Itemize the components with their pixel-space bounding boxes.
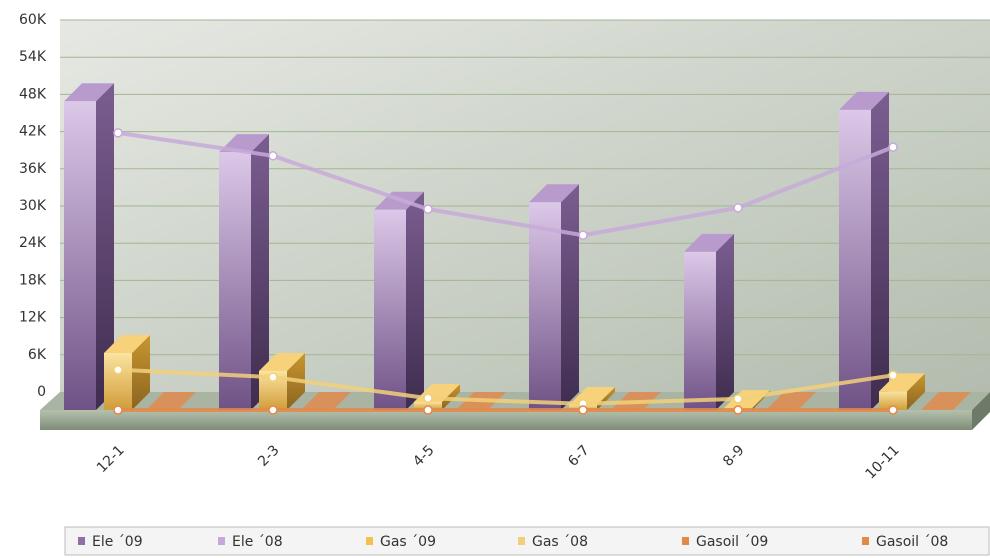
line-point [268,151,278,161]
y-tick-label: 0 [37,384,46,400]
y-tick-label: 18K [19,272,47,288]
y-tick-label: 42K [19,124,47,140]
y-tick-label: 6K [28,347,47,363]
bar-top [839,91,889,110]
line [117,130,894,238]
bar-side [251,134,269,410]
bar [374,209,406,410]
bar-top [259,352,305,371]
bar-side [96,83,114,411]
line-point [733,394,743,404]
line-point [268,405,278,415]
bar [64,101,96,411]
legend-marker [218,537,225,545]
line [117,367,894,406]
bar [684,251,716,410]
bar [766,392,816,410]
bar [839,109,871,411]
y-tick-label: 54K [19,49,47,65]
legend-label: Gasoil ´09 [696,534,768,550]
bar [146,392,196,410]
bar [879,391,907,410]
legend-marker [366,537,373,545]
bar-side [442,383,460,410]
line-point [268,372,278,382]
y-tick-label: 48K [19,86,47,102]
legend-marker [518,537,525,545]
line-point [888,370,898,381]
floor-front [40,410,972,430]
bar-top [684,233,734,252]
x-tick-label: 8-9 [720,442,747,469]
bar-side [871,91,889,411]
line-point [888,405,898,415]
line-point [113,405,123,415]
legend-box [64,526,990,556]
bar-top [879,373,925,392]
x-tick-label: 12-1 [94,442,128,476]
bar-side [716,233,734,410]
bar [301,392,351,410]
legend-label: Gasoil ´08 [876,534,948,550]
legend-label: Ele ´09 [92,534,143,550]
legend-label: Gas ´08 [532,534,588,550]
bar [529,202,561,410]
bar-side [406,191,424,410]
line-point [423,393,433,403]
floor-side [972,392,990,430]
y-tick-label: 24K [19,235,47,251]
bar-side [907,373,925,410]
line-point [578,405,588,415]
y-tick-label: 12K [19,310,47,326]
line-point [733,203,743,213]
x-tick-label: 2-3 [255,442,282,469]
bar [219,152,251,410]
bar [104,352,132,410]
legend-marker [682,537,689,545]
y-tick-label: 36K [19,161,47,177]
line-point [113,128,123,138]
line-point [733,405,743,415]
bar-top [529,184,579,203]
line-point [423,204,433,214]
y-tick-label: 60K [19,12,47,28]
y-tick-label: 30K [19,198,47,214]
legend-label: Ele ´08 [232,534,283,550]
x-tick-label: 10-11 [863,442,903,482]
legend-label: Gas ´09 [380,534,436,550]
bar-side [561,184,579,410]
legend-marker [78,537,85,545]
bar-top [104,334,150,353]
line-point [578,230,588,240]
line-point [888,142,898,152]
bar [921,392,971,410]
legend-marker [862,537,869,545]
x-tick-label: 6-7 [565,442,592,469]
x-tick-label: 4-5 [410,442,437,469]
bar-top [64,83,114,102]
bar-top [219,134,269,153]
line-point [423,405,433,415]
line-point [113,364,123,375]
